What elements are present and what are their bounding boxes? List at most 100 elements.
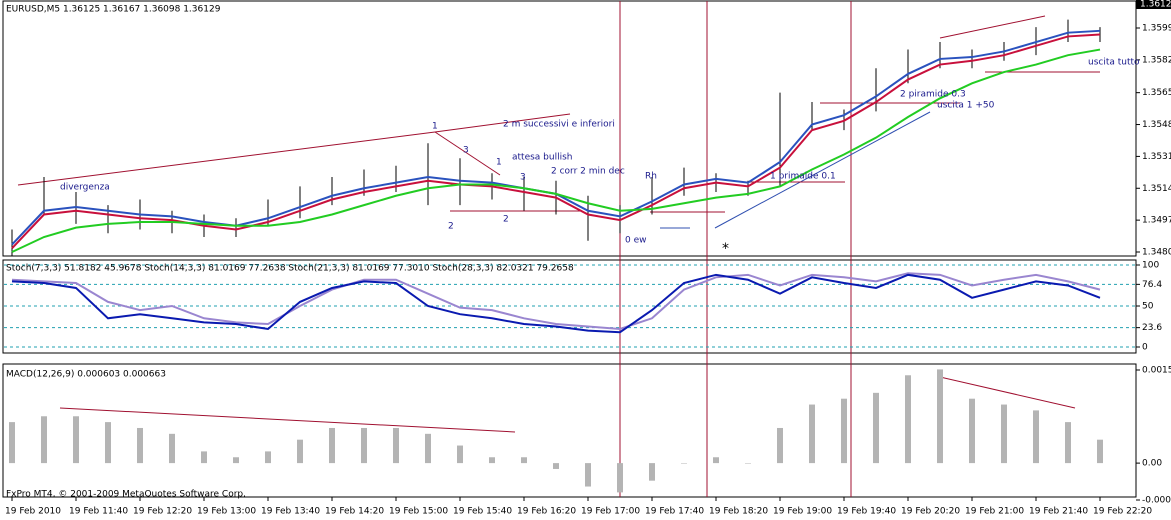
- y-tick-label: 1.35140: [1142, 184, 1171, 194]
- macd-bar: [585, 463, 591, 487]
- annotation: 2 corr 2 min dec: [551, 167, 625, 177]
- annotation: 0 ew: [625, 236, 647, 246]
- x-tick-label: 19 Feb 19:00: [773, 507, 832, 517]
- trend: [939, 376, 1076, 409]
- annotation: 2 m successivi e inferiori: [503, 120, 615, 130]
- y-tick-label: 0: [1142, 343, 1148, 353]
- x-tick-label: 19 Feb 17:00: [581, 507, 640, 517]
- macd-bar: [1065, 422, 1071, 464]
- annotation: attesa bullish: [512, 153, 573, 163]
- current-price: 1.3612: [1140, 0, 1171, 10]
- annotation: 2 piramide 0.3: [900, 90, 966, 100]
- macd-bar: [425, 433, 431, 464]
- y-tick-label: 1.35650: [1142, 88, 1171, 98]
- y-tick-label: 1.35480: [1142, 120, 1171, 130]
- trend-lines: [17, 15, 1100, 433]
- macd-bar: [905, 375, 911, 464]
- macd-bar: [745, 463, 751, 464]
- trend: [939, 15, 1046, 39]
- macd-bar: [873, 392, 879, 464]
- copyright: FxPro MT4, © 2001-2009 MetaQuotes Softwa…: [6, 490, 246, 500]
- macd-bar: [649, 463, 655, 481]
- annotation: divergenza: [60, 183, 110, 193]
- price-tag: [1136, 0, 1171, 9]
- annotation: 2: [448, 222, 454, 232]
- macd-bar: [553, 463, 559, 469]
- macd-bar: [393, 427, 399, 464]
- trend: [59, 407, 516, 433]
- y-tick-label: 100: [1142, 261, 1159, 271]
- x-tick-label: 19 Feb 13:40: [261, 507, 320, 517]
- macd-bar: [169, 433, 175, 464]
- macd-bar: [233, 457, 239, 464]
- macd-bar: [137, 427, 143, 464]
- x-tick-label: 19 Feb 21:40: [1029, 507, 1088, 517]
- x-tick-label: 19 Feb 18:20: [709, 507, 768, 517]
- annotation: uscita 1 +50: [937, 101, 995, 111]
- series-line: [11, 273, 1101, 334]
- y-tick-label: 1.34970: [1142, 216, 1171, 226]
- trend: [17, 131, 436, 186]
- macd-bar: [1033, 410, 1039, 464]
- y-tick-label: 1.35310: [1142, 152, 1171, 162]
- macd-bar: [681, 463, 687, 464]
- macd-bar: [9, 422, 15, 464]
- trend: [434, 131, 501, 176]
- macd-bar: [105, 422, 111, 464]
- x-tick-label: 19 Feb 15:00: [389, 507, 448, 517]
- macd-bar: [265, 451, 271, 464]
- macd-bar: [73, 416, 79, 464]
- x-tick-label: 19 Feb 22:20: [1093, 507, 1152, 517]
- x-tick-label: 19 Feb 14:20: [325, 507, 384, 517]
- session-lines: [619, 1, 852, 497]
- x-tick-label: 19 Feb 2010: [5, 507, 61, 517]
- macd-bar: [969, 398, 975, 464]
- price-pane: [2, 0, 1137, 257]
- stoch-title: Stoch(7,3,3) 51.8182 45.9678 Stoch(14,3,…: [6, 264, 574, 274]
- x-tick-label: 19 Feb 21:00: [965, 507, 1024, 517]
- macd-bar: [841, 398, 847, 464]
- macd-bar: [201, 451, 207, 464]
- series-line: [11, 272, 1101, 330]
- y-tick-label: 1.35825: [1142, 55, 1171, 65]
- annotation: 3: [520, 173, 526, 183]
- trend: [434, 113, 571, 133]
- x-tick-label: 19 Feb 16:20: [517, 507, 576, 517]
- annotation: 3: [463, 146, 469, 156]
- x-tick-label: 19 Feb 19:40: [837, 507, 896, 517]
- macd-bar: [1097, 439, 1103, 464]
- x-tick-label: 19 Feb 20:20: [901, 507, 960, 517]
- annotation: Rh: [645, 172, 657, 182]
- y-tick-label: 0.00159: [1142, 366, 1171, 376]
- macd-bar: [713, 457, 719, 464]
- x-tick-label: 19 Feb 17:40: [645, 507, 704, 517]
- annotation: 1: [432, 122, 438, 132]
- macd-bar: [1001, 404, 1007, 464]
- macd-bar: [329, 427, 335, 464]
- macd-bar: [297, 439, 303, 464]
- annotation: uscita tutto: [1088, 58, 1140, 68]
- macd-bar: [617, 463, 623, 493]
- annotation: 1: [496, 158, 502, 168]
- x-tick-label: 19 Feb 15:40: [453, 507, 512, 517]
- macd-pane: [2, 363, 1137, 498]
- macd-bar: [361, 427, 367, 464]
- macd-title: MACD(12,26,9) 0.000603 0.000663: [6, 370, 166, 380]
- trend: [714, 111, 931, 229]
- y-tick-label: 1.35995: [1142, 24, 1171, 34]
- x-tick-label: 19 Feb 13:00: [197, 507, 256, 517]
- macd-bar: [809, 404, 815, 464]
- y-tick-label: 23.6: [1142, 323, 1162, 333]
- macd-bar: [41, 416, 47, 464]
- price-title: EURUSD,M5 1.36125 1.36167 1.36098 1.3612…: [6, 5, 221, 15]
- annotation: 1 primaide 0.1: [770, 172, 836, 182]
- y-tick-label: 50: [1142, 302, 1154, 312]
- macd-bar: [521, 457, 527, 464]
- y-tick-label: -0.00063: [1142, 496, 1171, 506]
- star: *: [722, 241, 729, 257]
- x-tick-label: 19 Feb 11:40: [69, 507, 128, 517]
- y-tick-label: 1.34800: [1142, 248, 1171, 258]
- macd-bar: [937, 369, 943, 464]
- y-tick-label: 0.00: [1142, 459, 1162, 469]
